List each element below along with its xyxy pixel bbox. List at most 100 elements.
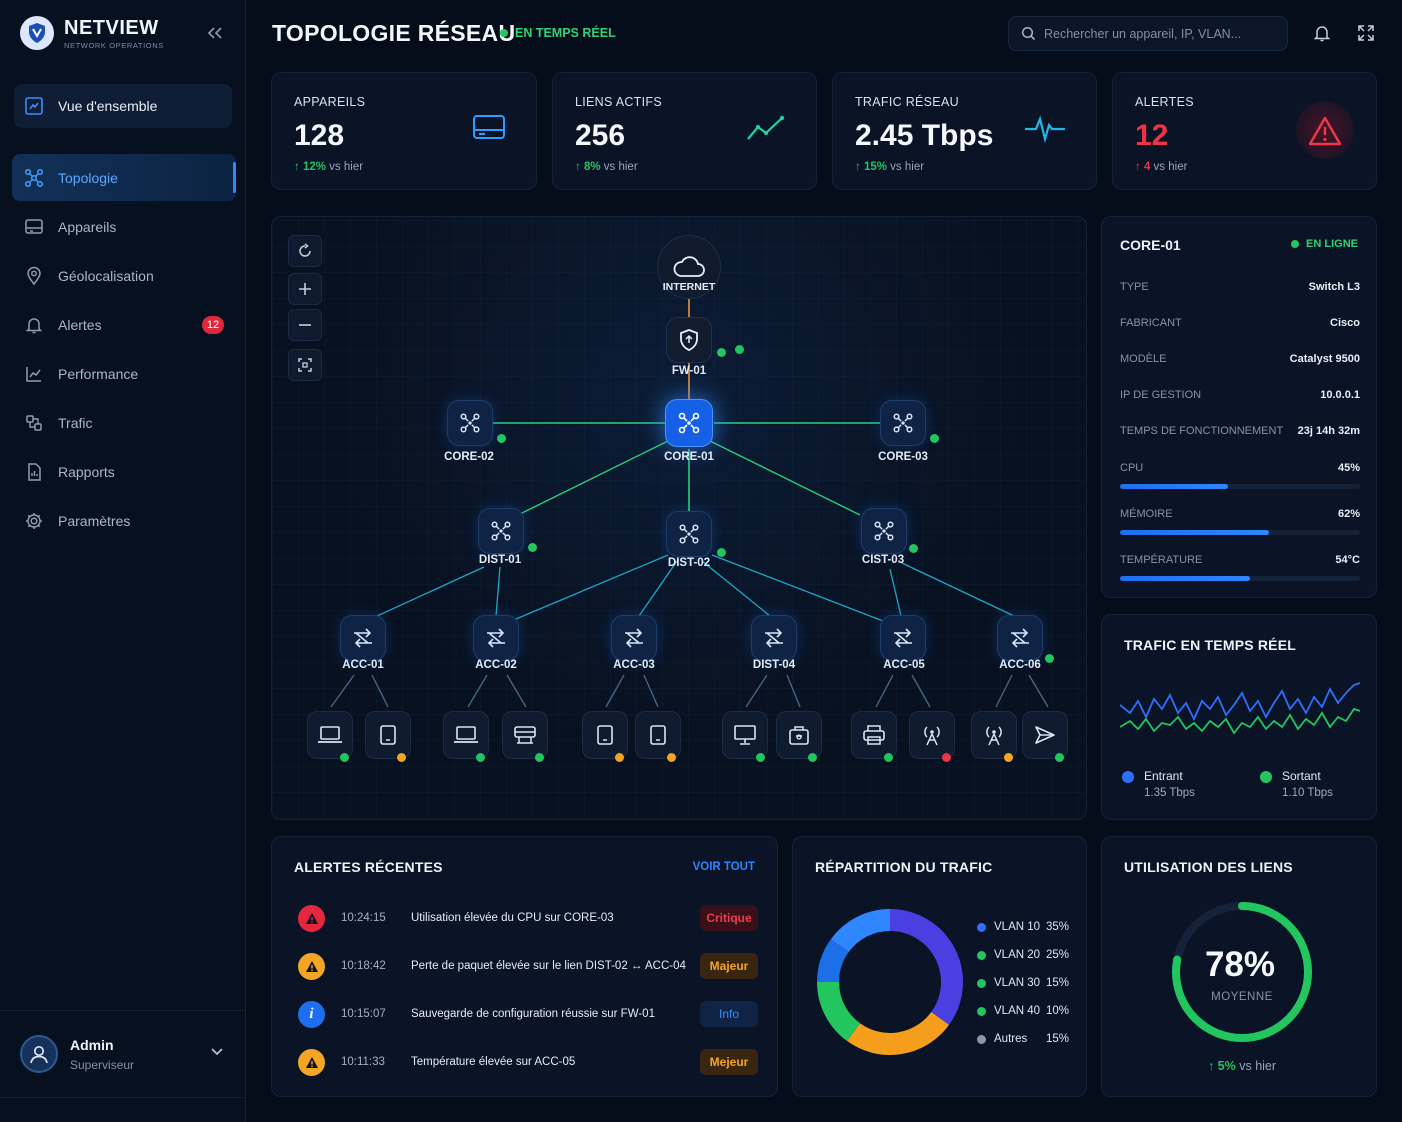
fit-view-button[interactable]: [288, 349, 322, 381]
alert-row[interactable]: 10:11:33 Température élevée sur ACC-05 M…: [298, 1047, 758, 1077]
endpoint-tablet[interactable]: [365, 711, 411, 759]
sidebar-item-performance[interactable]: Performance: [12, 350, 236, 397]
core-02-node[interactable]: [447, 400, 493, 446]
cpu-bar: [1120, 484, 1360, 489]
switch-icon: [893, 413, 913, 433]
warning-triangle-icon: [1308, 116, 1342, 146]
endpoint-desktop[interactable]: [722, 711, 768, 759]
endpoint-tablet[interactable]: [635, 711, 681, 759]
status-dot: [717, 548, 726, 557]
stat-card-alertes[interactable]: ALERTES 12 ↑ 4 vs hier: [1112, 72, 1377, 190]
briefcase-device-icon: [789, 726, 809, 745]
node-label-acc-02: ACC-02: [475, 659, 517, 671]
node-label-dist-02: DIST-02: [667, 557, 711, 569]
zoom-out-button[interactable]: [288, 309, 322, 341]
zoom-in-button[interactable]: [288, 273, 322, 305]
acc-05-node[interactable]: [880, 615, 926, 661]
acc-03-node[interactable]: [611, 615, 657, 661]
status-dot: [476, 753, 485, 762]
sidebar-nav: Topologie Appareils Géolocalisation Aler…: [12, 154, 236, 546]
send-icon: [1035, 726, 1055, 744]
acc-02-node[interactable]: [473, 615, 519, 661]
search-icon: [1021, 26, 1036, 41]
usage-value: 78%: [1204, 945, 1276, 984]
endpoint-tablet[interactable]: [582, 711, 628, 759]
sidebar-item-appareils[interactable]: Appareils: [12, 203, 236, 250]
plus-icon: [299, 283, 311, 295]
legend-dot: [1260, 771, 1272, 783]
sidebar-item-alertes[interactable]: Alertes 12: [12, 301, 236, 348]
severity-badge: Mejeur: [700, 1049, 758, 1075]
alert-row[interactable]: i 10:15:07 Sauvegarde de configuration r…: [298, 999, 758, 1029]
donut-slice-4: [830, 909, 891, 953]
page-title: TOPOLOGIE RÉSEAU: [272, 20, 516, 46]
node-label-dist-01: DIST-01: [478, 554, 522, 566]
sidebar-item-parametres[interactable]: Paramètres: [12, 497, 236, 544]
search-input[interactable]: [1044, 26, 1274, 41]
stat-trend: ↑ 4 vs hier: [1135, 161, 1188, 173]
device-status: EN LIGNE: [1291, 238, 1358, 250]
endpoint-printer[interactable]: [851, 711, 897, 759]
endpoint-access-point[interactable]: [971, 711, 1017, 759]
bell-icon: [25, 317, 43, 333]
alert-row[interactable]: 10:24:15 Utilisation élevée du CPU sur C…: [298, 903, 758, 933]
status-dot: [735, 345, 744, 354]
core-01-node[interactable]: [665, 399, 713, 447]
dist-04-node[interactable]: [751, 615, 797, 661]
status-dot: [615, 753, 624, 762]
endpoint-access-point[interactable]: [909, 711, 955, 759]
access-switch-icon: [625, 628, 643, 648]
fw-01-node[interactable]: [666, 317, 712, 363]
sidebar-item-topologie[interactable]: Topologie: [12, 154, 236, 201]
dist-03-node[interactable]: [861, 508, 907, 554]
collapse-sidebar-button[interactable]: [202, 22, 228, 44]
fullscreen-button[interactable]: [1355, 22, 1377, 44]
notifications-button[interactable]: [1311, 22, 1333, 44]
node-label-core-03: CORE-03: [878, 451, 928, 463]
status-dot: [930, 434, 939, 443]
switch-icon: [874, 521, 894, 541]
endpoint-camera[interactable]: [776, 711, 822, 759]
expand-icon: [1358, 25, 1374, 41]
stat-card-liens-actifs[interactable]: LIENS ACTIFS 256 ↑ 8% vs hier: [552, 72, 817, 190]
overview-button[interactable]: Vue d'ensemble: [14, 84, 232, 128]
recenter-button[interactable]: [288, 235, 322, 267]
detail-row-type: TYPE Switch L3: [1120, 281, 1360, 293]
dist-01-node[interactable]: [478, 508, 524, 554]
endpoint-laptop[interactable]: [443, 711, 489, 759]
stat-card-trafic[interactable]: TRAFIC RÉSEAU 2.45 Tbps ↑ 15% vs hier: [832, 72, 1097, 190]
alert-row[interactable]: 10:18:42 Perte de paquet élevée sur le l…: [298, 951, 758, 981]
usage-sub: MOYENNE: [1211, 991, 1273, 1003]
alert-message: Sauvegarde de configuration réussie sur …: [411, 1008, 655, 1020]
core-03-node[interactable]: [880, 400, 926, 446]
acc-01-node[interactable]: [340, 615, 386, 661]
sidebar-item-geolocalisation[interactable]: Géolocalisation: [12, 252, 236, 299]
stat-label: ALERTES: [1135, 95, 1194, 109]
switch-icon: [679, 524, 699, 544]
brand-logo[interactable]: NETVIEW NETWORK OPERATIONS: [20, 16, 164, 50]
alerts-count-badge: 12: [202, 315, 224, 334]
alert-message: Température élevée sur ACC-05: [411, 1056, 576, 1068]
search-box[interactable]: [1008, 16, 1288, 51]
metric-row-cpu: CPU 45%: [1120, 462, 1360, 474]
legend-autres: Autres 15%: [977, 1033, 1069, 1045]
internet-cloud-node[interactable]: [657, 235, 721, 299]
sidebar-item-trafic[interactable]: Trafic: [12, 399, 236, 446]
stat-card-appareils[interactable]: APPAREILS 128 ↑ 12% vs hier: [271, 72, 537, 190]
donut-slice-0: [889, 909, 963, 1025]
endpoint-server[interactable]: [502, 711, 548, 759]
critical-alert-icon: [298, 904, 325, 932]
endpoint-router[interactable]: [1022, 711, 1068, 759]
acc-06-node[interactable]: [997, 615, 1043, 661]
dist-02-node[interactable]: [666, 511, 712, 557]
usage-trend: ↑ 5% vs hier: [1207, 1059, 1277, 1073]
topology-canvas[interactable]: INTERNET FW-01 CORE-01 CORE-02 CORE-03 D…: [271, 216, 1087, 820]
sidebar-item-rapports[interactable]: Rapports: [12, 448, 236, 495]
sidebar: NETVIEW NETWORK OPERATIONS Vue d'ensembl…: [0, 0, 246, 1122]
view-all-link[interactable]: VOIR TOUT: [692, 861, 755, 873]
user-menu[interactable]: Admin Superviseur: [0, 1010, 246, 1098]
donut-slice-1: [847, 1011, 950, 1055]
status-dot: [535, 753, 544, 762]
endpoint-laptop[interactable]: [307, 711, 353, 759]
stat-label: TRAFIC RÉSEAU: [855, 95, 959, 109]
